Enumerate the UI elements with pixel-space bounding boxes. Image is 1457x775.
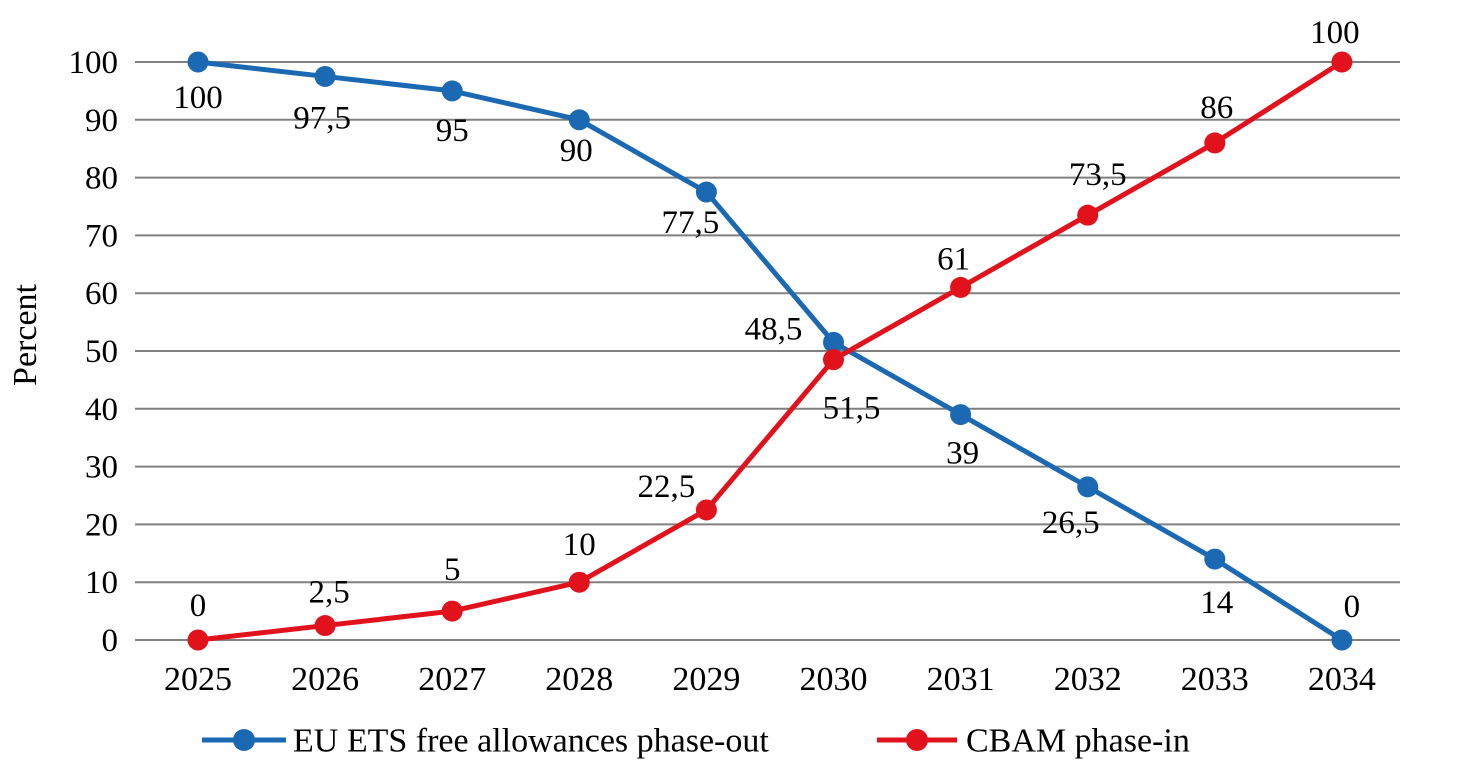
x-tick-label: 2034	[1308, 661, 1376, 698]
y-tick-label: 100	[69, 45, 119, 81]
data-label: 100	[1310, 15, 1360, 51]
data-point	[1077, 476, 1099, 498]
x-tick-label: 2025	[164, 661, 232, 698]
legend: EU ETS free allowances phase-out CBAM ph…	[202, 723, 1190, 760]
data-point	[695, 181, 717, 203]
x-tick-label: 2027	[418, 661, 486, 698]
data-label: 77,5	[662, 205, 720, 241]
data-label: 86	[1200, 90, 1233, 126]
y-axis-tick-labels: 0 10 20 30 40 50 60 70 80 90 100	[69, 45, 119, 659]
data-label: 61	[937, 241, 970, 277]
series-layer	[187, 51, 1353, 651]
data-label: 48,5	[745, 312, 803, 348]
data-point	[950, 276, 972, 298]
data-point	[568, 109, 590, 131]
y-tick-label: 10	[85, 565, 118, 601]
data-label: 26,5	[1042, 505, 1100, 541]
y-tick-label: 50	[85, 334, 118, 370]
data-point	[441, 600, 463, 622]
data-label: 14	[1200, 585, 1233, 621]
y-tick-label: 40	[85, 392, 118, 428]
y-tick-label: 70	[85, 218, 118, 254]
data-point	[695, 499, 717, 521]
gridlines	[135, 61, 1400, 641]
data-point	[823, 349, 844, 371]
y-tick-label: 80	[85, 161, 118, 197]
data-point	[1077, 204, 1099, 226]
data-label: 51,5	[823, 390, 881, 426]
data-point	[568, 571, 590, 593]
x-tick-label: 2032	[1054, 661, 1122, 698]
y-axis-title: Percent	[7, 283, 44, 386]
series-line-0	[195, 59, 1345, 643]
legend-marker-blue-icon	[233, 729, 255, 751]
data-label: 90	[560, 133, 593, 169]
data-labels: 100 97,5 95 90 77,5 51,5 39 26,5 14 0 0 2,5 5 10 22,5 4…	[173, 15, 1360, 625]
data-label: 95	[436, 113, 469, 149]
data-point	[950, 404, 972, 426]
legend-item-eu-ets: EU ETS free allowances phase-out	[202, 723, 769, 760]
data-point	[314, 65, 336, 87]
legend-item-cbam: CBAM phase-in	[877, 723, 1190, 760]
data-point	[187, 629, 209, 651]
data-label: 0	[190, 588, 207, 624]
data-point	[1331, 51, 1353, 73]
x-tick-label: 2033	[1181, 661, 1249, 698]
x-tick-label: 2030	[800, 661, 868, 698]
legend-label-cbam: CBAM phase-in	[966, 723, 1190, 760]
data-point	[1204, 132, 1226, 154]
data-label: 39	[946, 436, 979, 472]
data-label: 2,5	[308, 575, 349, 611]
data-label: 97,5	[293, 100, 351, 136]
y-tick-label: 90	[85, 103, 118, 139]
data-label: 100	[173, 80, 223, 116]
x-tick-label: 2026	[291, 661, 359, 698]
x-axis-tick-labels: 2025 2026 2027 2028 2029 2030 2031 2032 2033 2034	[164, 661, 1376, 698]
data-point	[1204, 548, 1226, 570]
data-label: 0	[1344, 589, 1361, 625]
x-tick-label: 2029	[672, 661, 740, 698]
data-label: 5	[444, 552, 461, 588]
data-label: 73,5	[1069, 157, 1127, 193]
legend-label-eu-ets: EU ETS free allowances phase-out	[293, 723, 769, 760]
data-point	[314, 615, 336, 637]
data-point	[441, 80, 463, 102]
y-tick-label: 60	[85, 276, 118, 312]
data-label: 22,5	[638, 469, 696, 505]
data-point	[187, 51, 209, 73]
y-tick-label: 0	[102, 623, 119, 659]
y-tick-label: 30	[85, 450, 118, 486]
legend-marker-red-icon	[906, 729, 928, 751]
data-point	[823, 331, 844, 353]
series-line-1	[195, 59, 1345, 643]
data-point	[1331, 629, 1353, 651]
x-tick-label: 2028	[545, 661, 613, 698]
data-label: 10	[563, 527, 596, 563]
y-tick-label: 20	[85, 507, 118, 543]
x-tick-label: 2031	[927, 661, 995, 698]
